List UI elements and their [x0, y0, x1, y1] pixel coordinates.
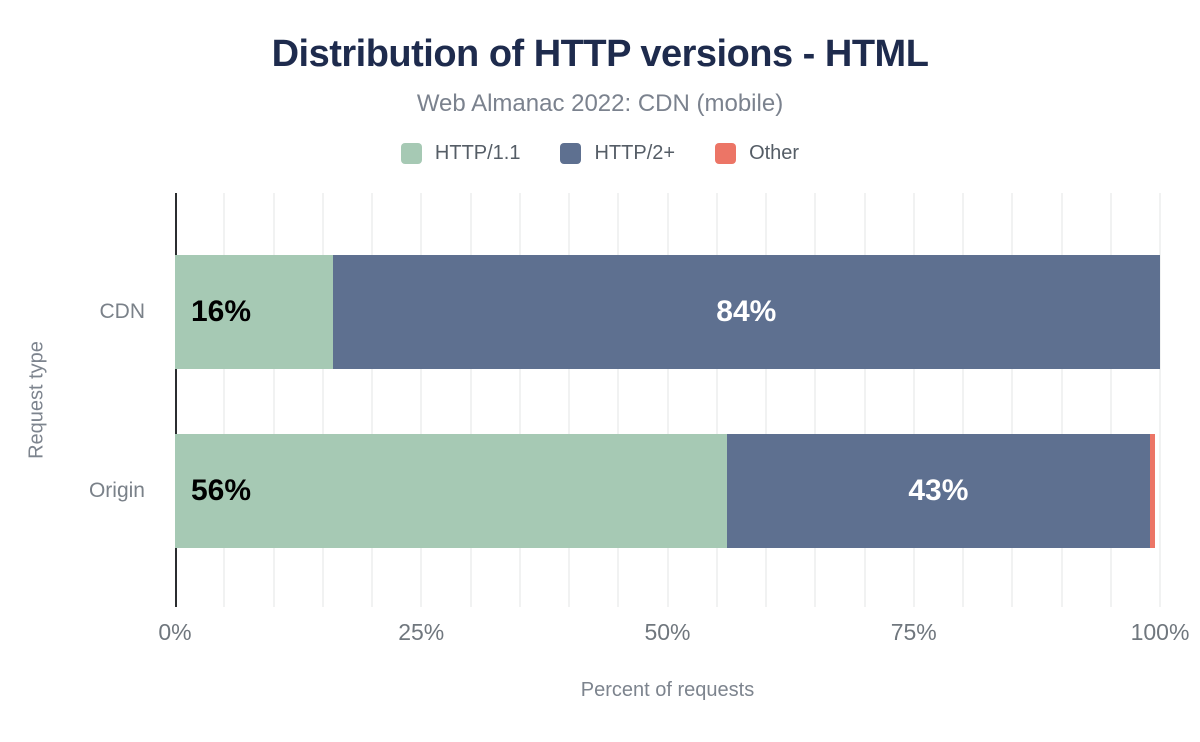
- gridline: [1011, 193, 1014, 607]
- bar-segment-origin-http11[interactable]: 56%: [175, 434, 727, 548]
- bar-value-label: 16%: [191, 295, 252, 328]
- http11-swatch-icon: [400, 143, 422, 164]
- x-tick-label: 50%: [644, 619, 691, 645]
- http2-swatch-icon: [560, 143, 582, 164]
- gridline: [518, 193, 521, 607]
- bar-segment-origin-other[interactable]: [1150, 434, 1156, 548]
- gridline: [863, 193, 866, 607]
- bar-value-label: 43%: [908, 474, 969, 507]
- other-swatch-icon: [715, 143, 737, 164]
- legend: HTTP/1.1 HTTP/2+ Other: [0, 142, 1200, 165]
- bar-segment-cdn-http11[interactable]: 16%: [175, 255, 333, 369]
- bar-segment-cdn-http2[interactable]: 84%: [332, 255, 1160, 369]
- y-axis-line: [175, 193, 177, 607]
- x-tick-label: 0%: [158, 619, 192, 645]
- legend-label: Other: [749, 142, 800, 164]
- gridline: [912, 193, 915, 607]
- x-tick-label: 25%: [398, 619, 445, 645]
- gridline: [715, 193, 718, 607]
- gridline: [617, 193, 620, 607]
- chart-title: Distribution of HTTP versions - HTML: [271, 33, 929, 75]
- legend-item-http2[interactable]: HTTP/2+: [560, 142, 675, 165]
- bar-value-label: 84%: [716, 295, 777, 328]
- gridline: [1159, 193, 1161, 607]
- x-tick-label: 75%: [890, 619, 937, 645]
- legend-item-other[interactable]: Other: [715, 142, 799, 165]
- legend-item-http11[interactable]: HTTP/1.1: [400, 142, 521, 165]
- gridline: [223, 193, 226, 607]
- gridline: [666, 193, 669, 607]
- gridline: [568, 193, 570, 607]
- category-label-cdn: CDN: [99, 300, 146, 323]
- bar-row-origin: 56% 43%: [175, 434, 1160, 548]
- bar-row-cdn: 16% 84%: [175, 255, 1160, 369]
- bar-value-label: 56%: [191, 474, 252, 507]
- gridline: [814, 193, 817, 607]
- gridline: [765, 193, 767, 607]
- gridline: [1109, 193, 1112, 607]
- bar-segment-origin-http2[interactable]: 43%: [726, 434, 1151, 548]
- legend-label: HTTP/1.1: [434, 142, 521, 164]
- gridline: [371, 193, 373, 607]
- x-tick-label: 100%: [1130, 619, 1190, 645]
- gridline: [1060, 193, 1063, 607]
- gridline: [469, 193, 472, 607]
- y-axis-title: Request type: [25, 341, 48, 459]
- chart-subtitle: Web Almanac 2022: CDN (mobile): [416, 90, 784, 117]
- gridline: [321, 193, 324, 607]
- x-axis-title: Percent of requests: [580, 679, 755, 701]
- gridline: [272, 193, 275, 607]
- plot-area: Percent of requests 16% 84% 56% 43% 0% 25% 50%…: [158, 193, 1189, 701]
- gridline: [420, 193, 423, 607]
- legend-label: HTTP/2+: [594, 142, 676, 164]
- category-label-origin: Origin: [88, 479, 145, 502]
- gridline: [962, 193, 964, 607]
